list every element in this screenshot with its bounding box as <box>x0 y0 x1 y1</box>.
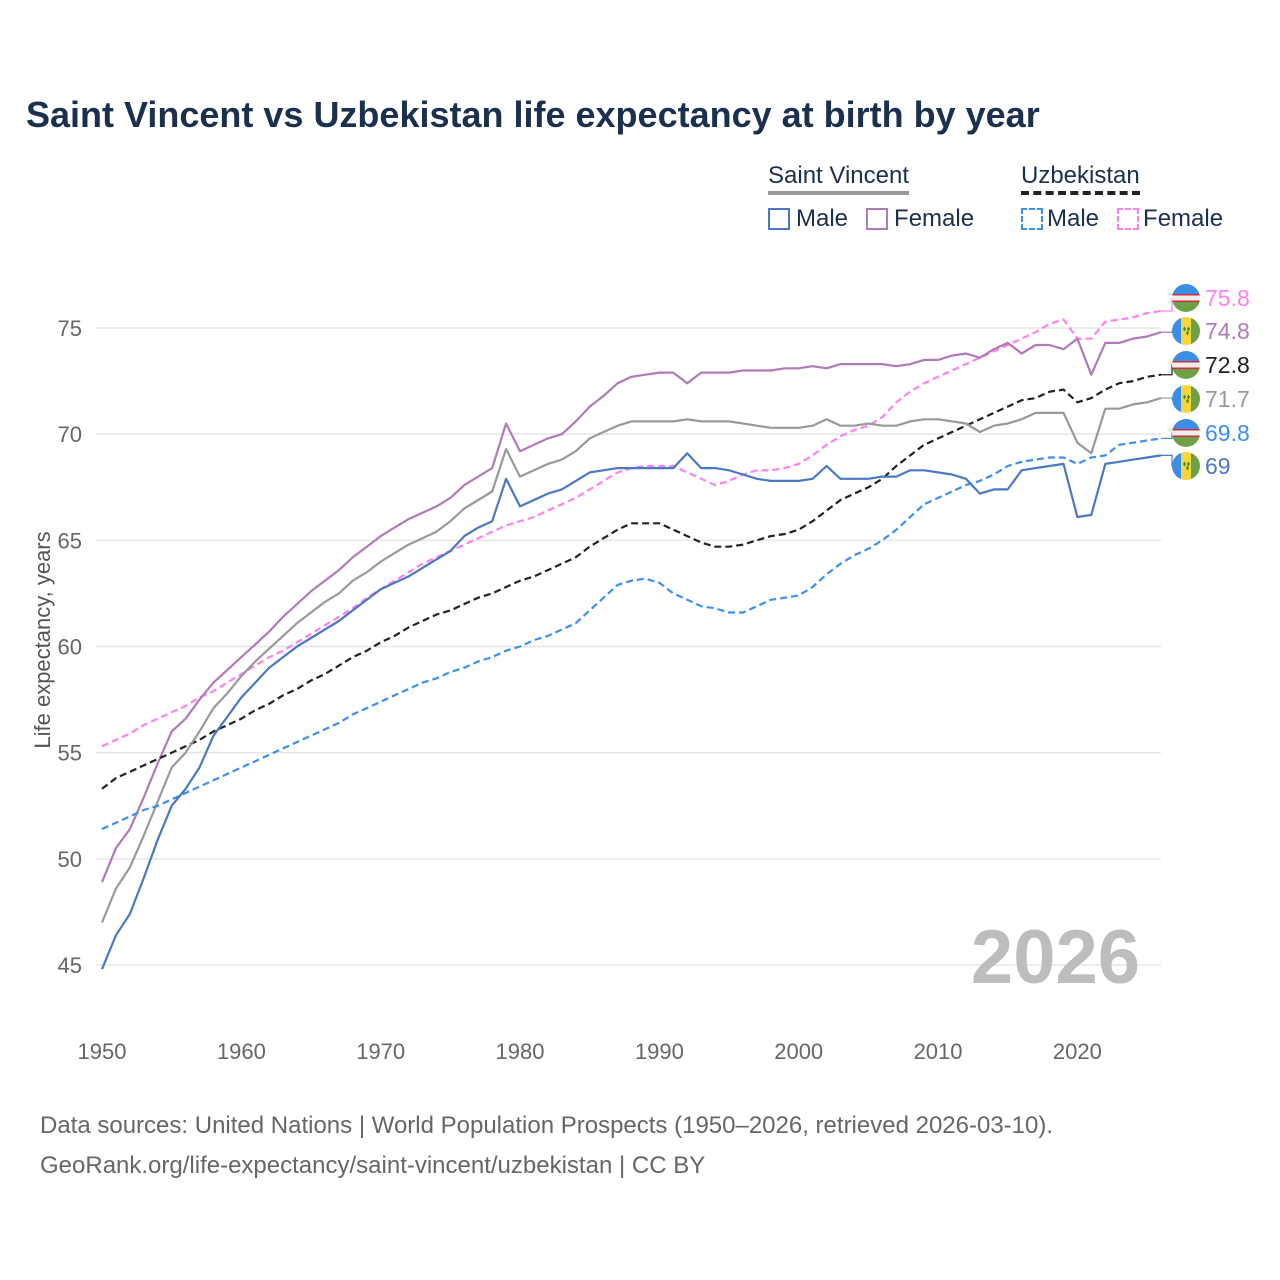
uzbekistan-flag-icon <box>1172 419 1200 447</box>
legend-label: Female <box>894 205 975 232</box>
uzbekistan-flag-icon <box>1172 284 1200 312</box>
end-value-label: 75.8 <box>1205 285 1250 311</box>
legend-swatch <box>1117 208 1140 230</box>
saint-vincent-flag-icon <box>1172 385 1200 413</box>
y-tick-label: 75 <box>58 316 82 341</box>
legend-item-sv-female[interactable]: Female <box>866 205 974 233</box>
legend-swatch <box>866 208 889 230</box>
x-tick-label: 2020 <box>1053 1039 1102 1064</box>
y-tick-label: 60 <box>58 635 82 660</box>
series-line-saint-vincent-female[interactable] <box>100 331 1162 883</box>
series-line-uzbekistan-male[interactable] <box>101 437 1162 831</box>
end-value-label: 69.8 <box>1205 420 1250 446</box>
legend-group-label: Uzbekistan <box>1021 162 1140 195</box>
x-tick-label: 2000 <box>774 1039 823 1064</box>
y-tick-label: 70 <box>58 422 82 447</box>
y-tick-label: 45 <box>58 953 82 978</box>
series-line-saint-vincent[interactable] <box>100 397 1162 923</box>
uzbekistan-flag-icon <box>1172 351 1200 379</box>
legend-item-uz-female[interactable]: Female <box>1117 205 1223 233</box>
legend-group-saint-vincent: Saint Vincent Male Female <box>768 162 974 233</box>
footer: Data sources: United Nations | World Pop… <box>40 1106 1053 1186</box>
saint-vincent-flag-icon <box>1172 452 1200 480</box>
chart-title: Saint Vincent vs Uzbekistan life expecta… <box>26 94 1040 135</box>
end-value-label: 69 <box>1205 453 1231 479</box>
legend-group-label: Saint Vincent <box>768 162 909 195</box>
saint-vincent-flag-icon <box>1172 317 1200 345</box>
series-line-saint-vincent-male[interactable] <box>100 452 1162 970</box>
series-line-uzbekistan[interactable] <box>101 373 1162 790</box>
legend-group-uzbekistan: Uzbekistan Male Female <box>1021 162 1223 233</box>
end-value-label: 72.8 <box>1205 352 1250 378</box>
x-tick-label: 1990 <box>635 1039 684 1064</box>
legend-swatch <box>1021 208 1043 230</box>
end-value-label: 71.7 <box>1205 386 1250 412</box>
legend-label: Female <box>1143 205 1224 232</box>
end-value-label: 74.8 <box>1205 318 1250 344</box>
legend-swatch <box>768 208 790 230</box>
legend-item-uz-male[interactable]: Male <box>1021 205 1099 233</box>
y-tick-label: 65 <box>58 528 82 553</box>
y-tick-label: 55 <box>58 741 82 766</box>
legend-item-sv-male[interactable]: Male <box>768 205 848 233</box>
legend-label: Male <box>1047 205 1100 232</box>
footer-link[interactable]: GeoRank.org/life-expectancy/saint-vincen… <box>40 1152 706 1179</box>
y-axis-label: Life expectancy, years <box>30 531 55 748</box>
x-tick-label: 1980 <box>496 1039 545 1064</box>
legend-label: Male <box>796 205 849 232</box>
year-watermark: 2026 <box>971 915 1140 1000</box>
x-tick-label: 1960 <box>217 1039 266 1064</box>
y-tick-label: 50 <box>58 847 82 872</box>
x-tick-label: 1950 <box>78 1039 127 1064</box>
footer-sources: Data sources: United Nations | World Pop… <box>40 1112 1054 1139</box>
x-tick-label: 1970 <box>356 1039 405 1064</box>
x-tick-label: 2010 <box>914 1039 963 1064</box>
